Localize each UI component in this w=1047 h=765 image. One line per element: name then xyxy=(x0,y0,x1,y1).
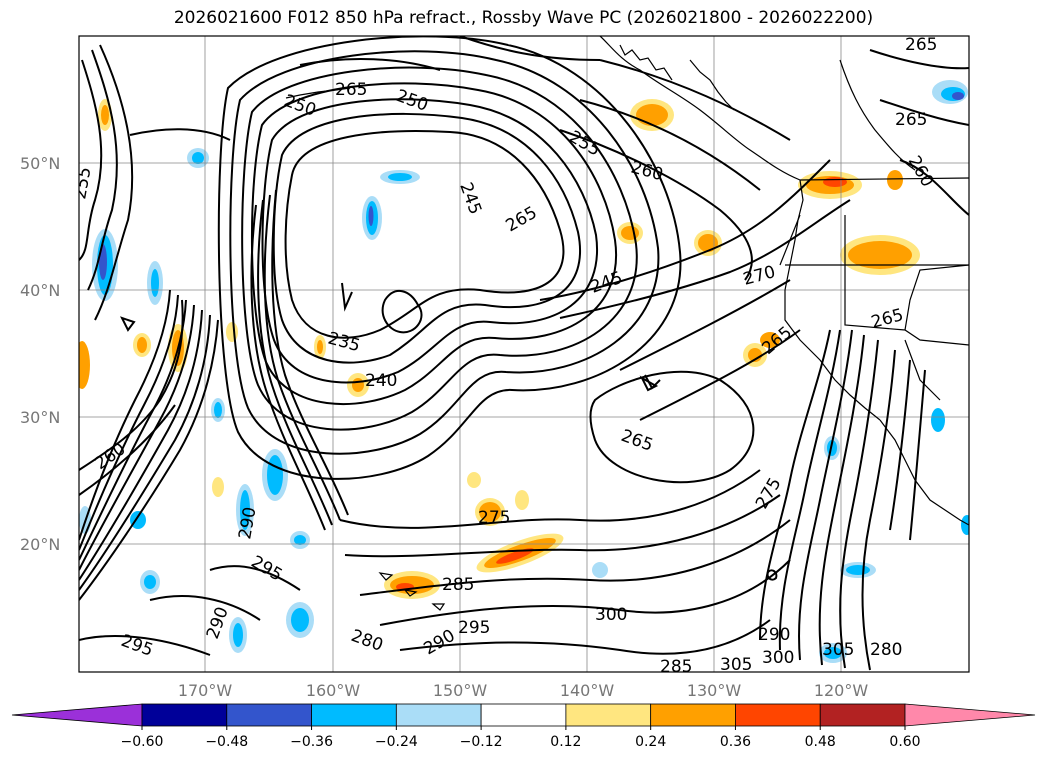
contour-label: 280 xyxy=(870,640,902,660)
lon-label: 160°W xyxy=(306,681,361,700)
latitude-labels: 50°N 40°N 30°N 20°N xyxy=(20,154,60,554)
colorbar-tick-label: −0.60 xyxy=(121,734,164,750)
lon-label: 120°W xyxy=(814,681,869,700)
positive-anomaly xyxy=(698,234,718,252)
coastlines xyxy=(285,36,969,611)
negative-anomaly xyxy=(592,562,608,578)
colorbar-segment xyxy=(565,703,652,727)
colorbar-segment xyxy=(735,703,821,727)
contour-label: 300 xyxy=(762,648,794,668)
colorbar-extend-low xyxy=(11,703,143,727)
positive-anomaly xyxy=(823,177,847,187)
map-frame xyxy=(78,35,970,673)
contour-labels: 255 250 265 260 255 245 265 235 240 245 … xyxy=(70,35,937,677)
negative-anomaly xyxy=(233,623,243,647)
contour-label: 265 xyxy=(905,35,937,55)
map-title: 2026021600 F012 850 hPa refract., Rossby… xyxy=(173,8,874,28)
colorbar-tick-label: 0.60 xyxy=(889,734,920,750)
longitude-labels: 170°W 160°W 150°W 140°W 130°W 120°W xyxy=(178,681,869,700)
positive-anomaly xyxy=(79,341,90,389)
contour-label: 305 xyxy=(720,655,752,675)
negative-anomaly xyxy=(388,173,412,181)
lat-label: 20°N xyxy=(20,535,60,554)
contour-label: 300 xyxy=(595,605,627,625)
colorbar-segment xyxy=(141,703,228,727)
colorbar-segment xyxy=(480,703,567,727)
contour-label: 240 xyxy=(365,371,397,391)
negative-anomaly xyxy=(291,608,309,632)
lat-label: 30°N xyxy=(20,408,60,427)
refractivity-contours xyxy=(79,36,969,671)
lat-label: 50°N xyxy=(20,154,60,173)
colorbar-tick-label: 0.36 xyxy=(720,734,751,750)
lon-label: 130°W xyxy=(687,681,742,700)
positive-anomaly xyxy=(317,340,323,354)
colorbar-tick-label: 0.48 xyxy=(805,734,836,750)
positive-anomaly xyxy=(496,548,534,564)
negative-anomaly xyxy=(294,535,306,545)
colorbar: −0.60 −0.48 −0.36 −0.24 −0.12 0.12 0.24 0.36 0.4… xyxy=(11,703,1036,750)
negative-anomaly xyxy=(192,152,204,164)
positive-anomaly xyxy=(352,378,364,392)
negative-anomaly xyxy=(952,92,964,100)
negative-anomaly xyxy=(846,565,870,575)
contour-label: 295 xyxy=(458,618,490,638)
colorbar-segment xyxy=(650,703,736,727)
negative-anomaly xyxy=(214,402,222,418)
colorbar-tick-label: 0.12 xyxy=(550,734,581,750)
lat-label: 40°N xyxy=(20,281,60,300)
colorbar-segment xyxy=(819,703,906,727)
contour-label: 290 xyxy=(758,625,790,645)
negative-anomaly xyxy=(961,515,969,535)
positive-anomaly xyxy=(467,472,481,488)
contour-label: 285 xyxy=(660,657,692,677)
colorbar-extend-high xyxy=(904,703,1036,727)
negative-anomaly xyxy=(368,206,374,226)
positive-anomaly xyxy=(760,332,780,348)
contour-label: 265 xyxy=(895,110,927,130)
negative-anomaly xyxy=(824,647,842,659)
colorbar-tick-label: −0.36 xyxy=(290,734,333,750)
contour-label: 305 xyxy=(822,640,854,660)
lon-label: 150°W xyxy=(433,681,488,700)
positive-anomaly xyxy=(212,477,224,497)
positive-anomaly xyxy=(101,105,109,125)
positive-anomaly xyxy=(515,490,529,510)
contour-label: 275 xyxy=(478,508,510,528)
contour-label: 255 xyxy=(70,165,95,200)
colorbar-segment xyxy=(226,703,312,727)
positive-anomaly xyxy=(887,170,903,190)
positive-anomaly xyxy=(621,226,639,240)
positive-anomaly xyxy=(226,322,238,342)
positive-anomaly xyxy=(479,502,501,522)
graticule xyxy=(79,36,969,672)
contour-label: 285 xyxy=(442,575,474,595)
positive-anomaly xyxy=(636,104,668,126)
map-panel: 255 250 265 260 255 245 265 235 240 245 … xyxy=(70,35,969,677)
colorbar-tick-label: −0.12 xyxy=(460,734,503,750)
colorbar-tick-label: −0.48 xyxy=(205,734,248,750)
colorbar-segment xyxy=(311,703,397,727)
colorbar-segment xyxy=(395,703,482,727)
positive-anomaly xyxy=(137,337,147,353)
lon-label: 170°W xyxy=(178,681,233,700)
negative-anomaly xyxy=(144,575,156,589)
negative-anomaly xyxy=(267,455,283,495)
negative-anomaly xyxy=(240,490,250,530)
negative-anomaly xyxy=(931,408,945,432)
colorbar-tick-label: −0.24 xyxy=(375,734,418,750)
negative-anomaly xyxy=(151,269,159,297)
lon-label: 140°W xyxy=(560,681,615,700)
colorbar-tick-label: 0.24 xyxy=(635,734,666,750)
contour-label: 265 xyxy=(335,80,367,100)
positive-anomaly xyxy=(848,241,912,269)
